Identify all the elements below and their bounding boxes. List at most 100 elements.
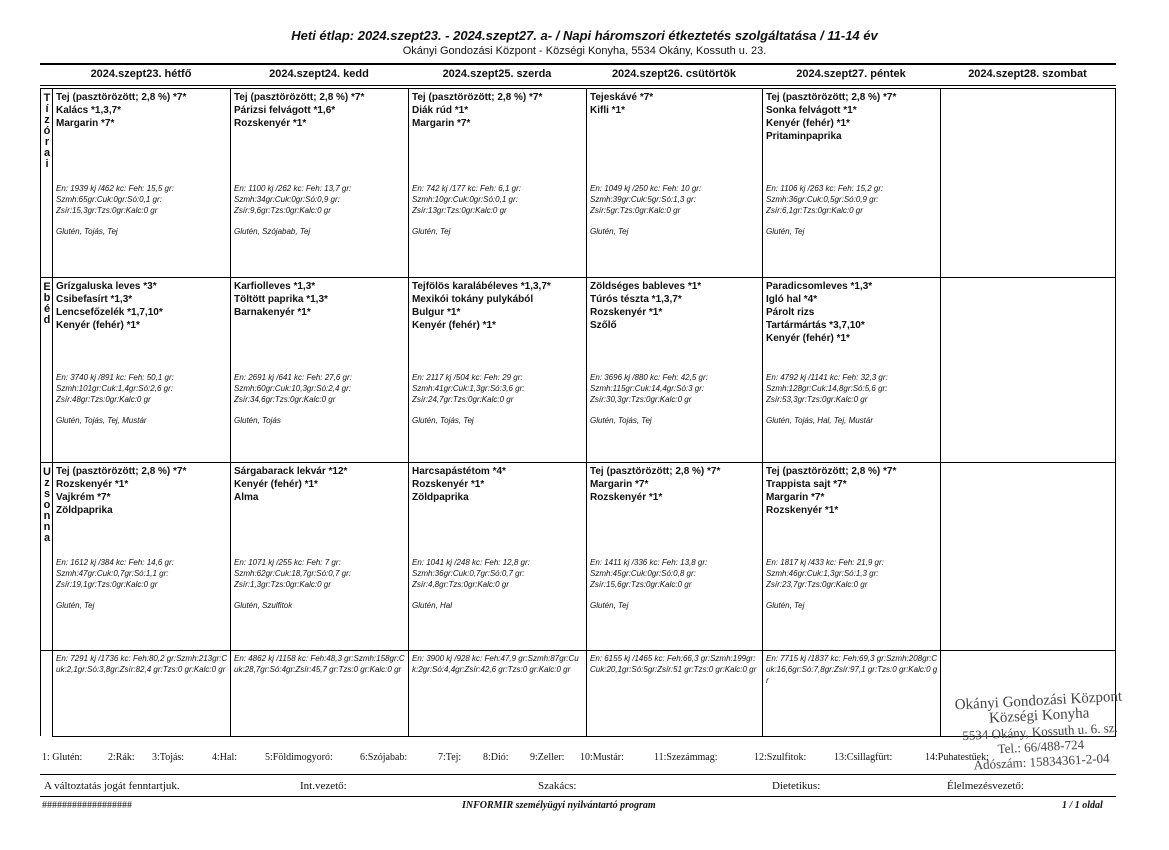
title: Heti étlap: 2024.szept23. - 2024.szept27…: [291, 28, 878, 43]
menu-item: Kenyér (fehér) *1*: [234, 479, 318, 490]
daily-total: En: 7291 kj /1736 kc: Feh:80,2 gr:Szmh:2…: [56, 654, 228, 674]
daily-total: En: 4862 kj /1158 kc: Feh:48,3 gr:Szmh:1…: [234, 654, 405, 674]
menu-item: Grízgaluska leves *3*: [56, 281, 157, 292]
meal-label: Ebéd: [41, 281, 53, 325]
menu-item: Margarin *7*: [766, 492, 825, 503]
menu-item: Kenyér (fehér) *1*: [412, 320, 496, 331]
rule: [40, 63, 1116, 65]
menu-items: Tej (pasztörözött; 2,8 %) *7* Diák rúd *1…: [412, 91, 584, 130]
menu-item: Zöldséges bableves *1*: [590, 281, 702, 292]
nutrition-line: En: 2117 kj /504 kc: Feh: 29 gr:: [412, 373, 523, 382]
nutrition-line: Szmh:36gr:Cuk:0,5gr:Só:0,9 gr:: [766, 195, 879, 204]
menu-cell: [940, 462, 1116, 650]
nutrition-line: Zsír:9,6gr:Tzs:0gr:Kalc:0 gr: [234, 206, 331, 215]
allergen-legend-item: 11:Szezámmag:: [654, 752, 718, 763]
menu-cell: Grízgaluska leves *3* Csibefasírt *1,3* Le…: [52, 277, 230, 462]
signature-role: Int.vezető:: [300, 780, 347, 792]
meal-label-cell: Ebéd: [40, 277, 53, 462]
menu-cell: Harcsapástétom *4* Rozskenyér *1* Zöldpapr…: [408, 462, 586, 650]
nutrition-line: Szmh:34gr:Cuk:0gr:Só:0,9 gr:: [234, 195, 340, 204]
menu-item: Tejeskávé *7*: [590, 92, 654, 103]
nutrition: En: 1939 kj /462 kc: Feh: 15,5 gr: Szmh:6…: [56, 183, 174, 216]
menu-item: Rozskenyér *1*: [234, 118, 307, 129]
allergens: Glutén, Tej: [766, 227, 805, 236]
menu-cell: Zöldséges bableves *1* Túrós tészta *1,3,…: [586, 277, 762, 462]
meal-label-cell: Tízórai: [40, 88, 53, 277]
page-number: 1 / 1 oldal: [1062, 800, 1103, 811]
menu-cell: En: 6155 kj /1465 kc: Feh:66,3 gr:Szmh:1…: [586, 650, 762, 737]
nutrition-line: En: 742 kj /177 kc: Feh: 6,1 gr:: [412, 184, 521, 193]
menu-cell: Tej (pasztörözött; 2,8 %) *7* Sonka felvá…: [762, 88, 940, 277]
menu-item: Mexikói tokány pulykából: [412, 294, 534, 305]
nutrition-line: Szmh:65gr:Cuk:0gr:Só:0,1 gr:: [56, 195, 162, 204]
allergens: Glutén, Tojás, Tej: [412, 416, 474, 425]
menu-item: Harcsapástétom *4*: [412, 466, 506, 477]
menu-item: Szőlő: [590, 320, 617, 331]
menu-items: Tej (pasztörözött; 2,8 %) *7* Párizsi fel…: [234, 91, 406, 130]
menu-item: Tej (pasztörözött; 2,8 %) *7*: [56, 466, 187, 477]
menu-item: Tej (pasztörözött; 2,8 %) *7*: [590, 466, 721, 477]
menu-item: Margarin *7*: [412, 118, 471, 129]
menu-item: Vajkrém *7*: [56, 492, 111, 503]
allergens: Glutén, Tej: [590, 227, 629, 236]
day-header: 2024.szept23. hétfő: [90, 68, 192, 80]
menu-cell: Tej (pasztörözött; 2,8 %) *7* Kalács *1,3…: [52, 88, 230, 277]
nutrition-line: En: 3696 kj /880 kc: Feh: 42,5 gr:: [590, 373, 708, 382]
nutrition-line: En: 1612 kj /384 kc: Feh: 14,6 gr:: [56, 558, 174, 567]
menu-item: Karfiolleves *1,3*: [234, 281, 316, 292]
day-header: 2024.szept24. kedd: [269, 68, 369, 80]
menu-items: Tej (pasztörözött; 2,8 %) *7* Kalács *1,3…: [56, 91, 228, 130]
day-header: 2024.szept26. csütörtök: [611, 68, 737, 80]
menu-items: Grízgaluska leves *3* Csibefasírt *1,3* Le…: [56, 280, 228, 332]
menu-cell: Tejeskávé *7* Kifli *1* En: 1049 kj /250 k…: [586, 88, 762, 277]
allergen-legend-item: 13:Csillagfürt:: [834, 752, 893, 763]
nutrition: En: 1817 kj /433 kc: Feh: 21,9 gr: Szmh:4…: [766, 557, 884, 590]
menu-item: Töltött paprika *1,3*: [234, 294, 328, 305]
nutrition-line: Szmh:47gr:Cuk:0,7gr:Só:1,1 gr:: [56, 569, 169, 578]
menu-item: Margarin *7*: [56, 118, 115, 129]
nutrition-line: En: 1106 kj /263 kc: Feh: 15,2 gr:: [766, 184, 884, 193]
nutrition-line: Szmh:128gr:Cuk:14,8gr:Só:5,6 gr:: [766, 384, 888, 393]
menu-cell: Tejfölös karalábéleves *1,3,7* Mexikói to…: [408, 277, 586, 462]
menu-items: Tejfölös karalábéleves *1,3,7* Mexikói to…: [412, 280, 584, 332]
allergens: Glutén, Szójabab, Tej: [234, 227, 311, 236]
allergen-legend-item: 4:Hal:: [212, 752, 237, 763]
menu-item: Bulgur *1*: [412, 307, 461, 318]
nutrition-line: En: 1939 kj /462 kc: Feh: 15,5 gr:: [56, 184, 174, 193]
menu-cell: En: 7715 kj /1837 kc: Feh:69,3 gr:Szmh:2…: [762, 650, 940, 737]
menu-item: Kenyér (fehér) *1*: [766, 333, 850, 344]
menu-item: Tejfölös karalábéleves *1,3,7*: [412, 281, 551, 292]
nutrition-line: En: 3740 kj /891 kc: Feh: 50,1 gr:: [56, 373, 174, 382]
menu-item: Tej (pasztörözött; 2,8 %) *7*: [56, 92, 187, 103]
daily-total: En: 3900 kj /928 kc: Feh:47,9 gr:Szmh:87…: [412, 654, 579, 674]
nutrition-line: Zsír:23,7gr:Tzs:0gr:Kalc:0 gr: [766, 580, 868, 589]
menu-items: Tej (pasztörözött; 2,8 %) *7* Margarin *7…: [590, 465, 760, 504]
nutrition-line: Szmh:36gr:Cuk:0,7gr:Só:0,7 gr:: [412, 569, 525, 578]
nutrition: En: 3740 kj /891 kc: Feh: 50,1 gr: Szmh:1…: [56, 372, 174, 405]
nutrition-line: Zsír:19,1gr:Tzs:0gr:Kalc:0 gr: [56, 580, 158, 589]
meal-label: Uzsonna: [41, 466, 53, 543]
allergen-legend-item: 8:Dió:: [483, 752, 509, 763]
daily-total: En: 7715 kj /1837 kc: Feh:69,3 gr:Szmh:2…: [766, 654, 938, 685]
menu-cell: Karfiolleves *1,3* Töltött paprika *1,3* B…: [230, 277, 408, 462]
nutrition: En: 1100 kj /262 kc: Feh: 13,7 gr: Szmh:3…: [234, 183, 351, 216]
allergens: Glutén, Tej: [766, 601, 805, 610]
menu-item: Tartármártás *3,7,10*: [766, 320, 865, 331]
allergen-legend-item: 1: Glutén:: [42, 752, 83, 763]
menu-item: Tej (pasztörözött; 2,8 %) *7*: [766, 466, 897, 477]
code: ##################: [42, 800, 132, 811]
menu-items: Tej (pasztörözött; 2,8 %) *7* Sonka felvá…: [766, 91, 938, 143]
menu-item: Zöldpaprika: [56, 505, 113, 516]
menu-cell: [940, 88, 1116, 277]
nutrition-line: Szmh:62gr:Cuk:18,7gr:Só:0,7 gr:: [234, 569, 351, 578]
menu-item: Margarin *7*: [590, 479, 649, 490]
menu-cell: Sárgabarack lekvár *12* Kenyér (fehér) *1…: [230, 462, 408, 650]
allergens: Glutén, Tej: [590, 601, 629, 610]
nutrition: En: 1612 kj /384 kc: Feh: 14,6 gr: Szmh:4…: [56, 557, 174, 590]
menu-items: Tej (pasztörözött; 2,8 %) *7* Trappista s…: [766, 465, 938, 517]
nutrition-line: En: 1041 kj /248 kc: Feh: 12,8 gr:: [412, 558, 530, 567]
menu-item: Igló hal *4*: [766, 294, 818, 305]
nutrition: En: 2691 kj /641 kc: Feh: 27,6 gr: Szmh:6…: [234, 372, 352, 405]
nutrition-line: Zsír:30,3gr:Tzs:0gr:Kalc:0 gr: [590, 395, 692, 404]
